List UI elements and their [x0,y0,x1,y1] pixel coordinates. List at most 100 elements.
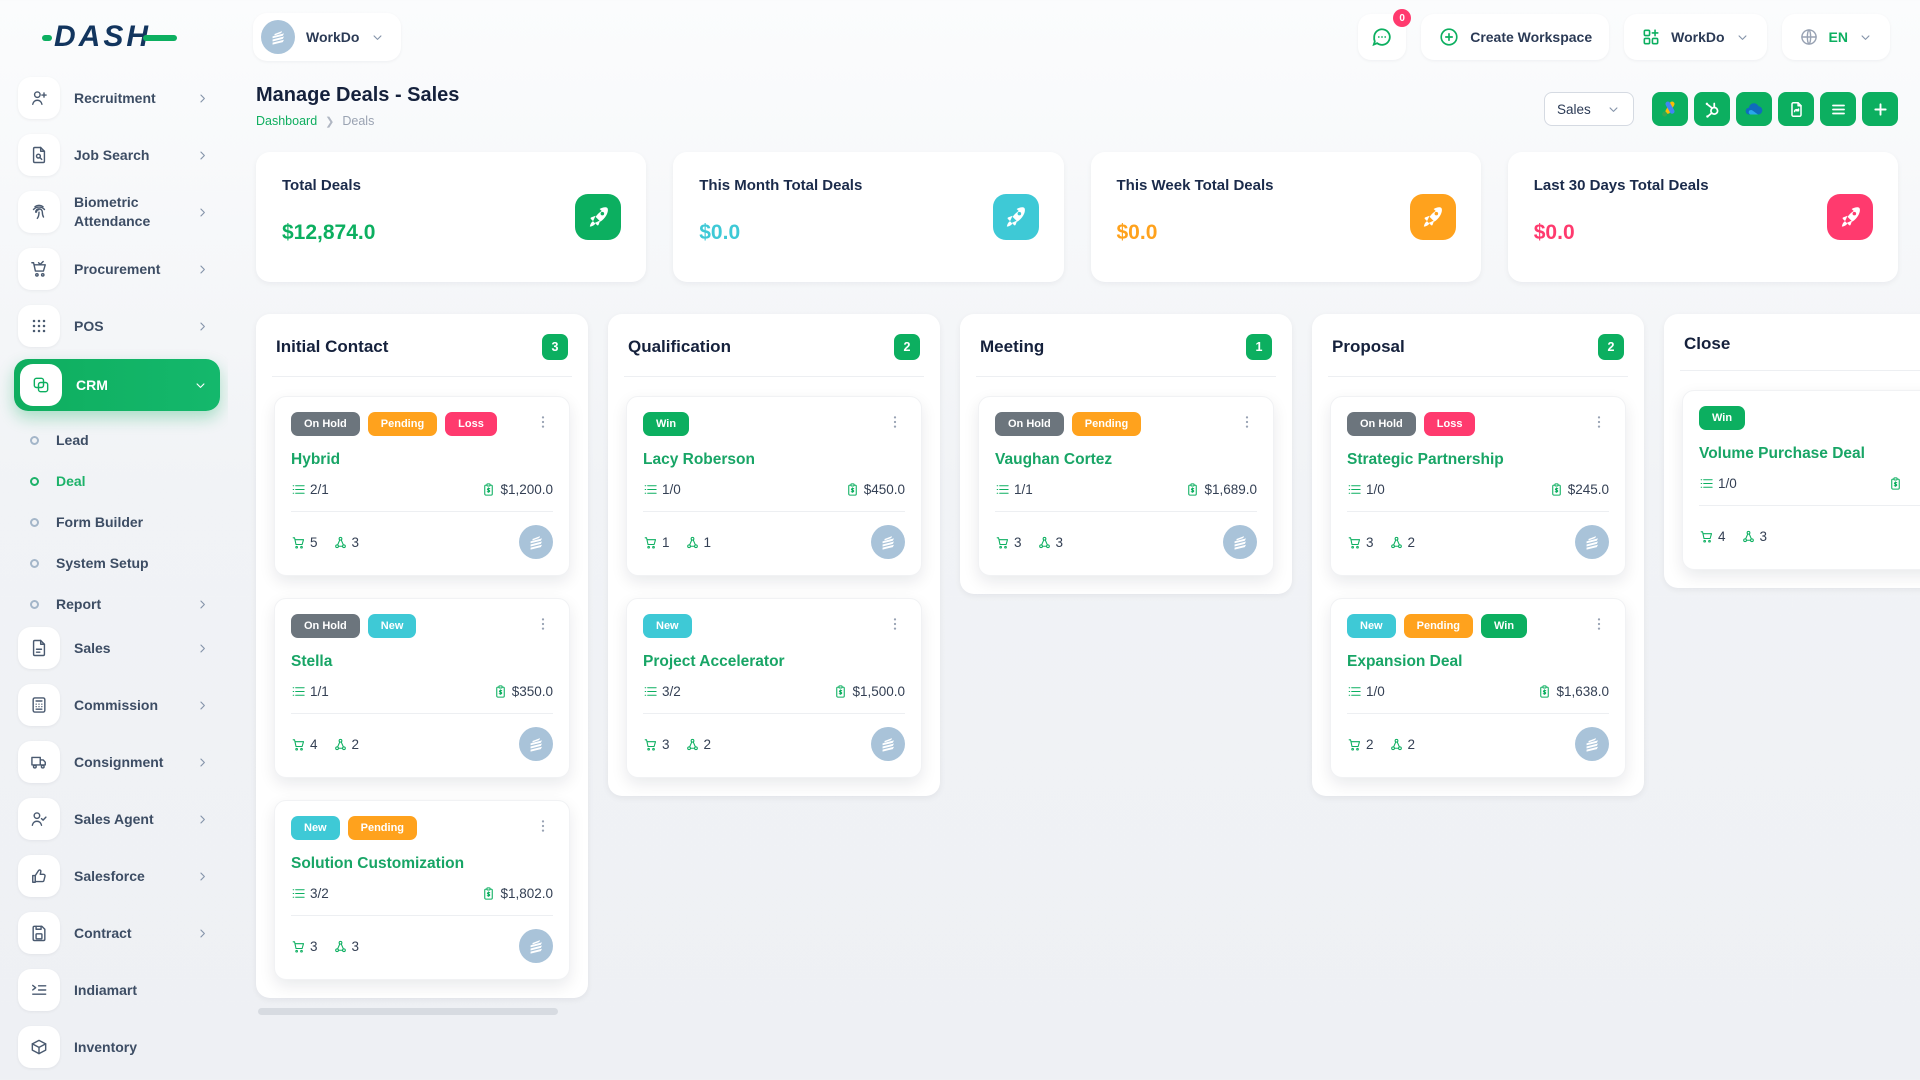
deal-title[interactable]: Lacy Roberson [643,451,755,468]
deal-price-value: $245.0 [1567,482,1609,497]
sidebar-subitem-report[interactable]: Report [14,584,220,625]
deal-price: $1,638.0 [1537,684,1609,699]
workspace-switcher[interactable]: WorkDo [253,13,402,61]
language-label: EN [1828,29,1848,45]
kebab-menu-icon[interactable] [885,412,905,432]
deal-card-vaughan-cortez[interactable]: On Hold Pending Vaughan Cortez 1/1 $1,689.0 3… [978,396,1274,576]
sidebar-item-commission[interactable]: Commission [14,681,220,729]
sidebar-item-indiamart[interactable]: Indiamart [14,966,220,1014]
kanban-board: Initial Contact 3 On Hold Pending Loss Hybrid… [256,314,1920,998]
form-doc-button[interactable] [1778,92,1814,126]
sidebar-subitem-lead[interactable]: Lead [14,420,220,461]
sidebar-item-consignment[interactable]: Consignment [14,738,220,786]
deal-title[interactable]: Stella [291,653,333,670]
sidebar-item-salesforce[interactable]: Salesforce [14,852,220,900]
deal-card-lacy-roberson[interactable]: Win Lacy Roberson 1/0 $450.0 1 1 [626,396,922,576]
sales-icon [18,627,60,670]
deal-card-hybrid[interactable]: On Hold Pending Loss Hybrid 2/1 $1,200.0 5 3 [274,396,570,576]
column-header: Proposal 2 [1328,314,1628,377]
hubspot-button[interactable] [1694,92,1730,126]
sidebar-item-sales[interactable]: Sales [14,624,220,672]
account-label: WorkDo [1671,29,1725,45]
kebab-menu-icon[interactable] [1589,412,1609,432]
language-selector[interactable]: EN [1781,14,1890,60]
price-icon [1549,482,1564,497]
messages-button[interactable]: 0 [1358,9,1412,60]
sidebar-item-label: Sales [74,640,111,656]
deal-title[interactable]: Hybrid [291,451,341,468]
deal-price-value: $350.0 [511,684,553,699]
deal-tasks-count: 1/1 [310,684,329,699]
pos-icon [18,305,60,347]
sidebar-item-contract[interactable]: Contract [14,909,220,957]
kebab-menu-icon[interactable] [885,614,905,634]
sidebar-subitem-system-setup[interactable]: System Setup [14,543,220,584]
add-deal-button[interactable] [1862,92,1898,126]
deal-card-strategic-partnership[interactable]: On Hold Loss Strategic Partnership 1/0 $245.… [1330,396,1626,576]
deal-card-solution-customization[interactable]: New Pending Solution Customization 3/2 $1,80… [274,800,570,980]
sidebar-subitem-form-builder[interactable]: Form Builder [14,502,220,543]
sidebar-item-crm[interactable]: CRM [14,359,220,411]
deal-products-count: 4 [310,736,318,752]
sidebar-item-recruitment[interactable]: Recruitment [14,74,220,122]
commission-icon [18,684,60,727]
sidebar-item-inventory[interactable]: Inventory [14,1023,220,1071]
deal-tags: On Hold Loss [1347,412,1609,436]
create-workspace-button[interactable]: Create Workspace [1421,14,1610,60]
list-view-button[interactable] [1820,92,1856,126]
sidebar-subitem-label: Report [56,595,102,612]
kebab-menu-icon[interactable] [1589,614,1609,634]
deal-card-stella[interactable]: On Hold New Stella 1/1 $350.0 4 2 [274,598,570,778]
messages-badge: 0 [1393,9,1412,27]
cart-icon [995,535,1010,550]
cart-icon [643,535,658,550]
deal-card-volume-purchase-deal[interactable]: Win Volume Purchase Deal 1/0 4 3 [1682,390,1920,570]
deal-title[interactable]: Solution Customization [291,855,465,872]
cart-icon [1347,737,1362,752]
google-ads-button[interactable] [1652,92,1688,126]
plus-circle-icon [1438,26,1460,48]
kebab-menu-icon[interactable] [533,816,553,836]
kebab-menu-icon[interactable] [1237,412,1257,432]
contacts-icon [685,737,700,752]
horizontal-scrollbar[interactable] [258,1008,558,1015]
stat-label: This Month Total Deals [699,177,863,194]
deal-title[interactable]: Project Accelerator [643,653,785,670]
deal-card-project-accelerator[interactable]: New Project Accelerator 3/2 $1,500.0 3 2 [626,598,922,778]
deal-price: $1,689.0 [1185,482,1257,497]
chevron-down-icon [1606,102,1621,117]
sidebar-item-sales-agent[interactable]: Sales Agent [14,795,220,843]
sidebar: Recruitment Job Search Biometric Attendanc… [0,66,228,1080]
breadcrumb-dashboard-link[interactable]: Dashboard [256,114,318,128]
column-header: Initial Contact 3 [272,314,572,377]
sidebar-item-biometric-attendance[interactable]: Biometric Attendance [14,188,220,236]
deal-users-count: 1 [703,534,712,550]
deal-price: $450.0 [845,482,905,497]
stat-value: $0.0 [699,221,741,244]
account-menu[interactable]: WorkDo [1624,14,1767,60]
kebab-menu-icon[interactable] [533,614,553,634]
pipeline-select-value: Sales [1557,101,1591,117]
onedrive-button[interactable] [1736,92,1772,126]
consignment-icon [18,741,60,784]
deal-title[interactable]: Volume Purchase Deal [1699,445,1865,462]
sidebar-item-procurement[interactable]: Procurement [14,245,220,293]
sidebar-item-job-search[interactable]: Job Search [14,131,220,179]
app-logo: DASH [41,20,178,53]
deal-title[interactable]: Vaughan Cortez [995,451,1113,468]
deal-card-expansion-deal[interactable]: New Pending Win Expansion Deal 1/0 $1,638.0 2 2 [1330,598,1626,778]
tag-on-hold: On Hold [291,614,360,638]
deal-products: 4 [291,737,318,752]
sidebar-subitem-deal[interactable]: Deal [14,461,220,502]
price-icon [1185,482,1200,497]
sidebar-item-label: Inventory [74,1039,138,1055]
deal-title[interactable]: Expansion Deal [1347,653,1463,670]
sidebar-item-pos[interactable]: POS [14,302,220,350]
pipeline-select[interactable]: Sales [1544,92,1634,126]
breadcrumb-separator-icon: ❯ [325,115,335,128]
tag-on-hold: On Hold [995,412,1064,436]
kebab-menu-icon[interactable] [533,412,553,432]
sidebar-item-label: Job Search [74,146,150,163]
deal-title[interactable]: Strategic Partnership [1347,451,1504,468]
